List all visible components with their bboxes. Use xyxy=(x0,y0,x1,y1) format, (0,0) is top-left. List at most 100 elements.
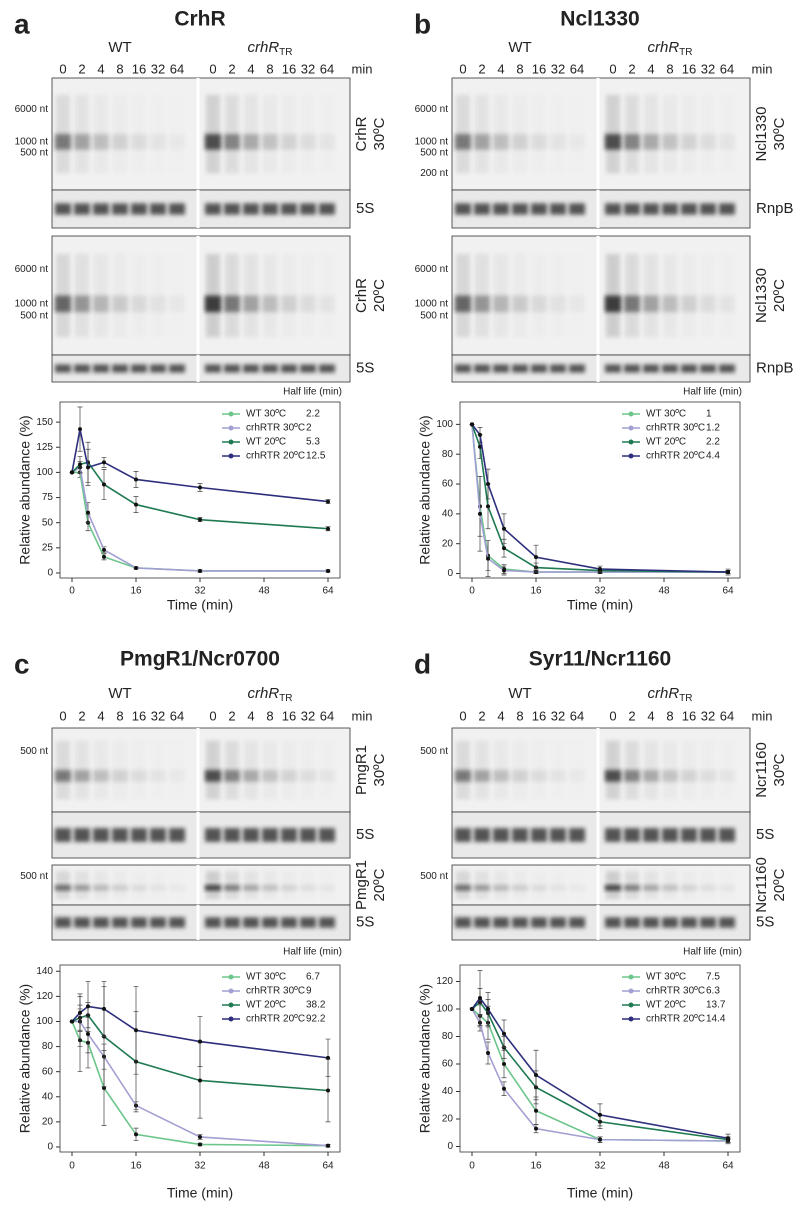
x-tick-label: 48 xyxy=(658,1161,670,1172)
x-tick-label: 32 xyxy=(194,586,206,597)
smear xyxy=(701,254,715,337)
x-tick-label: 64 xyxy=(722,1161,734,1172)
band xyxy=(205,203,221,215)
temp-label: 20ºC xyxy=(371,868,388,901)
smear xyxy=(56,253,70,338)
data-point xyxy=(134,1028,138,1033)
group-name: crhR xyxy=(247,685,279,702)
smear xyxy=(170,741,184,800)
data-point xyxy=(502,1062,506,1066)
smear xyxy=(551,871,565,899)
band xyxy=(681,917,697,928)
group-subscript: TR xyxy=(679,693,692,704)
half-life: 5.3 xyxy=(306,437,320,448)
band xyxy=(131,917,147,928)
lane-label: 4 xyxy=(247,61,254,76)
smear xyxy=(151,871,165,899)
lane-label: 2 xyxy=(228,708,235,723)
legend-label: crhRTR 30ºC xyxy=(646,423,705,434)
band xyxy=(150,770,166,782)
band xyxy=(605,828,621,842)
size-marker: 500 nt xyxy=(420,746,448,757)
smear xyxy=(113,741,127,800)
legend-marker xyxy=(628,439,634,445)
temp-label: 30ºC xyxy=(771,753,788,786)
band xyxy=(531,885,547,891)
y-tick-label: 0 xyxy=(447,568,453,579)
band xyxy=(93,917,109,928)
band xyxy=(112,917,128,928)
legend-marker xyxy=(228,974,234,980)
band xyxy=(681,828,697,842)
band xyxy=(719,770,735,782)
band xyxy=(569,828,585,842)
band xyxy=(281,770,297,782)
group-label: crhRTR xyxy=(247,39,292,58)
loading-label: 5S xyxy=(756,826,774,843)
size-marker: 500 nt xyxy=(20,148,48,159)
lane-label: 64 xyxy=(720,708,734,723)
x-axis-label: Time (min) xyxy=(567,1185,633,1201)
smear xyxy=(225,740,239,800)
gene-label: Ncr1160 xyxy=(753,857,770,913)
legend-marker xyxy=(228,425,234,431)
legend-marker xyxy=(228,439,234,445)
smear xyxy=(225,94,239,174)
x-tick-label: 64 xyxy=(322,586,334,597)
data-point xyxy=(102,482,106,487)
y-tick-label: 60 xyxy=(42,1066,54,1077)
panel-title: CrhR xyxy=(174,8,225,31)
band xyxy=(643,917,659,928)
smear xyxy=(625,871,639,899)
band xyxy=(455,828,471,842)
band xyxy=(169,828,185,842)
band xyxy=(74,364,90,373)
smear xyxy=(663,253,677,338)
smear xyxy=(701,741,715,800)
band xyxy=(224,364,240,373)
band xyxy=(531,134,547,150)
band xyxy=(474,203,490,215)
legend-label: crhRTR 20ºC xyxy=(246,451,305,462)
data-point xyxy=(326,1055,330,1060)
data-point xyxy=(502,546,506,551)
data-point xyxy=(86,1004,90,1009)
band xyxy=(700,885,716,891)
smear xyxy=(282,254,296,337)
smear xyxy=(132,95,146,173)
temp-label: 20ºC xyxy=(771,279,788,312)
band xyxy=(55,203,71,215)
band xyxy=(681,134,697,150)
y-tick-label: 140 xyxy=(36,966,53,977)
band xyxy=(569,917,585,928)
y-tick-label: 80 xyxy=(42,1041,54,1052)
band xyxy=(131,885,147,891)
lane-label: 4 xyxy=(647,61,654,76)
data-point xyxy=(198,1039,202,1044)
half-life: 6.3 xyxy=(706,986,720,997)
band xyxy=(681,203,697,215)
loading-label: RnpB xyxy=(756,359,794,376)
smear xyxy=(456,740,470,800)
smear xyxy=(56,871,70,899)
smear xyxy=(75,871,89,899)
smear xyxy=(151,254,165,337)
lane-label: 2 xyxy=(628,708,635,723)
legend-marker xyxy=(228,453,234,459)
band xyxy=(169,917,185,928)
band xyxy=(455,203,471,215)
band xyxy=(681,770,697,782)
band xyxy=(112,134,128,150)
band xyxy=(662,917,678,928)
legend-marker xyxy=(228,1016,234,1022)
data-point xyxy=(534,1073,538,1077)
lane-label: 0 xyxy=(59,61,66,76)
panel-title: Syr11/Ncr1160 xyxy=(529,648,671,671)
band xyxy=(243,364,259,373)
band xyxy=(243,828,259,842)
data-point xyxy=(78,427,82,432)
band xyxy=(319,364,335,373)
smear xyxy=(513,871,527,899)
smear xyxy=(320,254,334,337)
band xyxy=(550,770,566,782)
